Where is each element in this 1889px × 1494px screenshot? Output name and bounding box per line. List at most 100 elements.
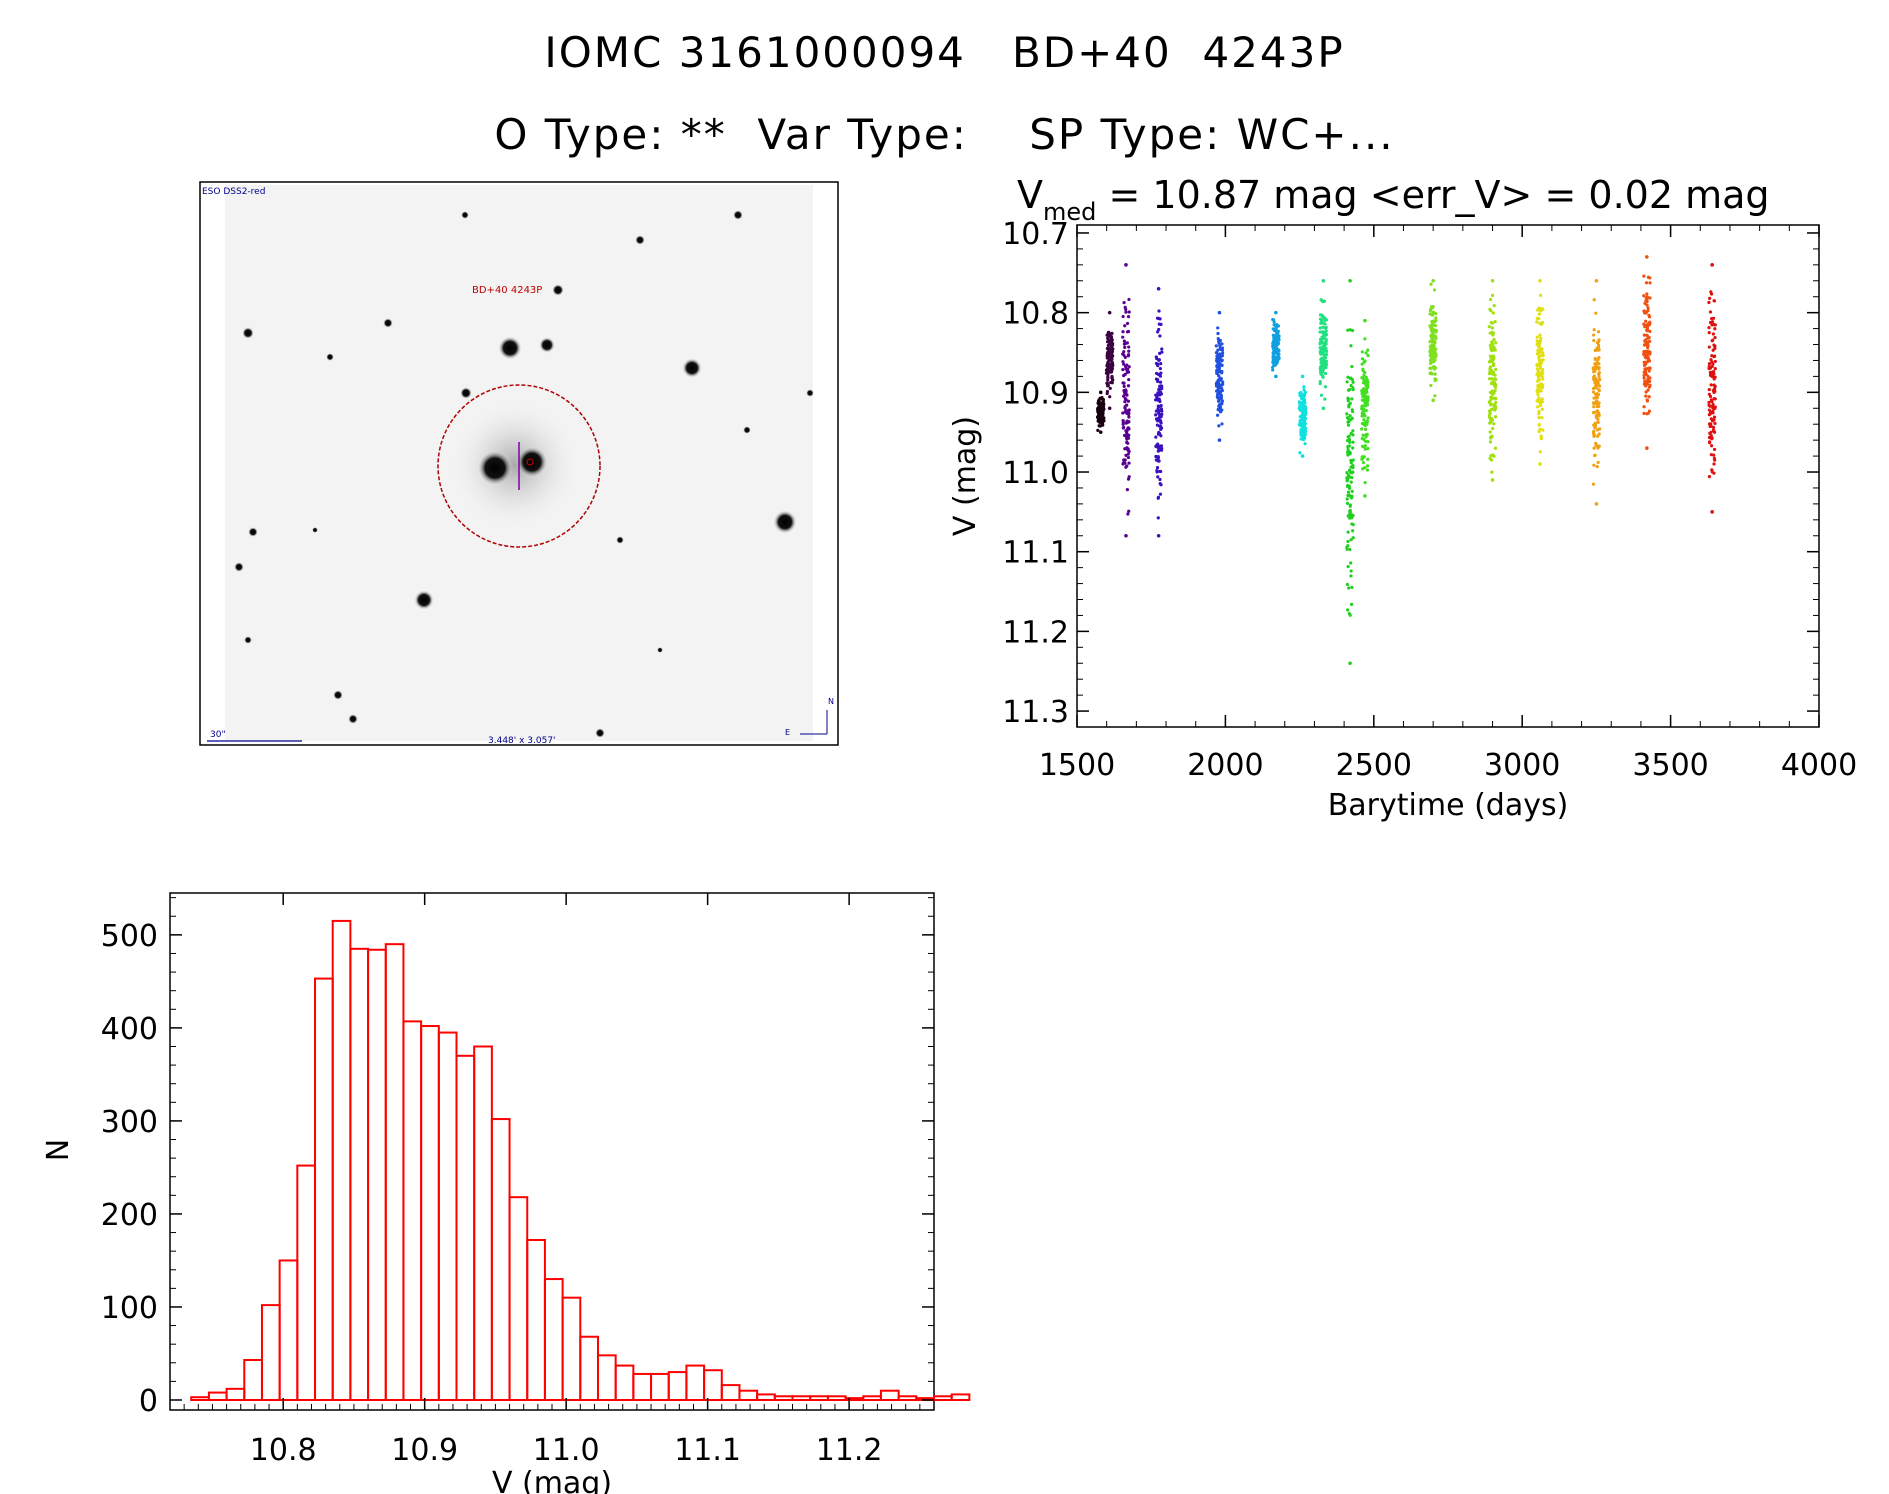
histogram-bar: [720, 1384, 741, 1402]
lc-point: [1712, 354, 1716, 359]
lc-point: [1220, 342, 1224, 346]
lc-xtick-label: 4000: [1781, 748, 1857, 783]
lc-point: [1351, 440, 1355, 444]
lc-point: [1592, 433, 1597, 438]
lc-point: [1110, 337, 1114, 341]
lc-point: [1126, 512, 1130, 516]
lc-point: [1429, 328, 1434, 333]
lc-point: [1647, 369, 1651, 373]
lc-point: [1595, 341, 1600, 345]
lc-point: [1710, 399, 1714, 404]
lc-point: [1488, 421, 1492, 425]
lc-point: [1350, 522, 1354, 526]
lc-point: [1430, 325, 1434, 330]
lc-point: [1346, 397, 1350, 401]
lc-point: [1541, 377, 1545, 381]
lc-point: [1361, 381, 1366, 385]
histogram-bar: [862, 1395, 882, 1402]
lc-point: [1431, 398, 1435, 403]
lc-point: [1429, 282, 1433, 286]
lc-point: [1096, 428, 1100, 432]
lc-point: [1348, 510, 1352, 515]
lc-point: [1160, 412, 1164, 416]
lc-point: [1215, 354, 1219, 358]
lc-point: [1488, 354, 1493, 358]
lc-point: [1105, 364, 1109, 368]
lc-point: [1126, 399, 1131, 403]
lc-point: [1219, 396, 1224, 400]
histogram-bar: [543, 1278, 564, 1401]
lc-point: [1104, 368, 1109, 372]
scale-label: 30": [210, 730, 226, 740]
lc-point: [1709, 434, 1713, 438]
lc-point: [1105, 381, 1109, 385]
lc-ytick-label: 10.7: [1002, 217, 1069, 252]
lc-point: [1644, 394, 1648, 398]
lc-point: [1645, 355, 1649, 359]
lc-point: [1106, 384, 1110, 388]
lc-point: [1535, 320, 1539, 324]
lc-point: [1125, 464, 1129, 468]
histogram-bar: [420, 1025, 440, 1401]
lc-point: [1539, 436, 1544, 440]
lc-point: [1434, 316, 1438, 320]
lc-point: [1158, 334, 1162, 338]
lc-point: [1536, 350, 1540, 355]
lc-point: [1299, 429, 1303, 433]
star-field: [234, 210, 814, 738]
lc-point: [1319, 352, 1323, 356]
lc-point: [1097, 415, 1101, 419]
lc-point: [1537, 356, 1541, 360]
lc-point: [1106, 360, 1110, 364]
lc-point: [1155, 423, 1160, 427]
lc-point: [1710, 510, 1714, 514]
lc-point: [1365, 464, 1370, 468]
lc-point: [1271, 368, 1275, 372]
lc-point: [1713, 327, 1717, 331]
lc-point: [1647, 359, 1652, 363]
lc-point: [1596, 392, 1600, 396]
hist-ytick-label: 300: [101, 1105, 158, 1140]
lc-point: [1593, 356, 1597, 361]
lc-point: [1122, 394, 1126, 398]
east-label: E: [785, 728, 790, 737]
lc-point: [1647, 366, 1652, 370]
lc-point: [1642, 411, 1646, 415]
lc-point: [1363, 337, 1367, 341]
hist-xtick-label: 11.2: [816, 1433, 883, 1468]
lc-point: [1710, 364, 1714, 368]
lc-point: [1347, 419, 1351, 424]
fov-label: 3.448' x 3.057': [488, 736, 556, 746]
lc-point: [1538, 403, 1543, 407]
lc-point: [1363, 370, 1367, 375]
lc-point: [1154, 409, 1158, 413]
lc-point: [1598, 377, 1602, 382]
lc-point: [1122, 461, 1126, 465]
lc-point: [1346, 493, 1350, 498]
lc-point: [1351, 513, 1355, 517]
lc-point: [1593, 453, 1597, 458]
lc-point: [1350, 408, 1354, 412]
lc-point: [1360, 407, 1364, 411]
lc-point: [1345, 608, 1350, 612]
lc-point: [1108, 370, 1113, 374]
lc-point: [1127, 378, 1131, 382]
lc-point: [1364, 388, 1368, 392]
histogram-bar: [296, 1164, 317, 1402]
lc-point: [1101, 397, 1106, 402]
lc-point: [1123, 345, 1127, 350]
lc-point: [1540, 400, 1544, 404]
lc-point: [1349, 569, 1353, 573]
hist-xtick-label: 10.9: [391, 1433, 458, 1468]
lc-point: [1156, 432, 1161, 436]
lc-point: [1536, 379, 1540, 383]
lc-point: [1538, 348, 1542, 352]
lc-point: [1537, 412, 1541, 416]
lc-point: [1494, 400, 1498, 405]
lc-point: [1434, 355, 1438, 359]
lc-point: [1364, 351, 1368, 355]
lc-point: [1539, 336, 1543, 340]
lc-point: [1322, 299, 1327, 303]
lc-point: [1349, 574, 1353, 578]
lc-point: [1303, 421, 1307, 426]
